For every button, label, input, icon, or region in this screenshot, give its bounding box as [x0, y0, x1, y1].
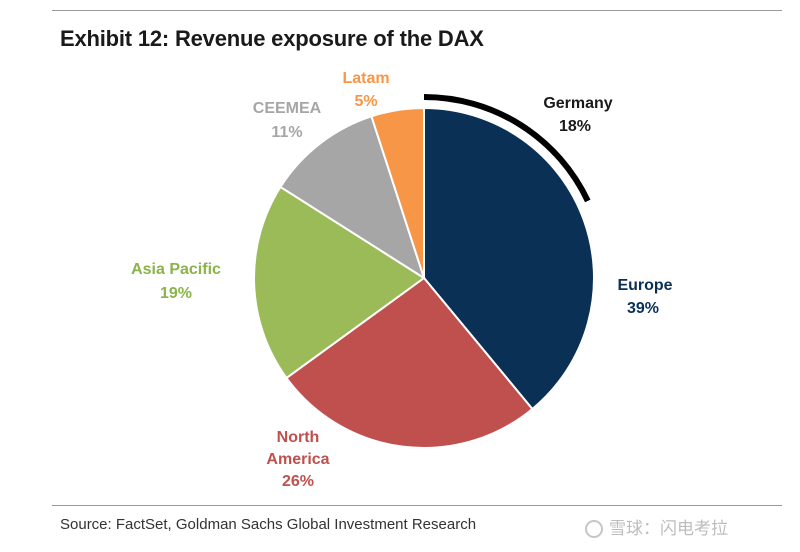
label-germany-value: 18% [559, 118, 591, 135]
label-latam-value: 5% [354, 93, 377, 110]
germany-arc [423, 94, 591, 203]
watermark-text: 雪球：闪电考拉 [609, 519, 728, 539]
label-ceemea-name: CEEMEA [253, 100, 322, 117]
label-germany-name: Germany [543, 95, 612, 112]
slice-ceemea [279, 115, 426, 281]
label-asia-pacific-value: 19% [160, 285, 192, 302]
bottom-rule [52, 505, 782, 506]
slice-asia-pacific [253, 185, 426, 380]
label-north-america-line2: America [266, 451, 329, 468]
label-asia-pacific-name: Asia Pacific [131, 261, 221, 278]
pie-slices [253, 106, 596, 449]
top-rule [52, 10, 782, 11]
chart-title: Exhibit 12: Revenue exposure of the DAX [60, 26, 484, 51]
label-north-america-value: 26% [282, 473, 314, 490]
watermark-logo-icon [585, 520, 603, 538]
label-ceemea-value: 11% [271, 124, 302, 141]
label-north-america-line1: North [277, 429, 320, 446]
label-latam-name: Latam [342, 70, 389, 87]
slice-europe [423, 106, 596, 411]
label-europe-value: 39% [627, 300, 659, 317]
slice-north-america [285, 276, 534, 449]
slice-latam [370, 106, 425, 279]
label-europe-name: Europe [617, 277, 672, 294]
watermark: 雪球：闪电考拉 [585, 514, 728, 539]
source-note: Source: FactSet, Goldman Sachs Global In… [60, 516, 477, 533]
